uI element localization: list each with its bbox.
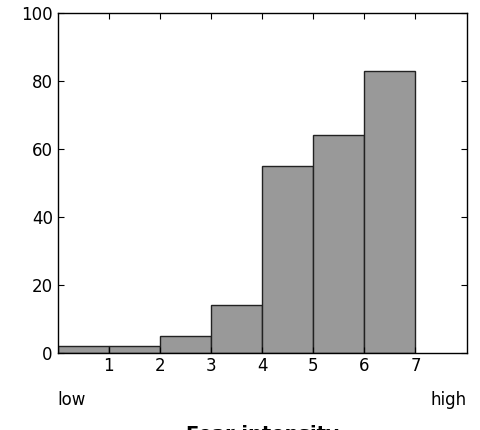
- X-axis label: Fear intensity: Fear intensity: [185, 425, 338, 430]
- Bar: [364, 71, 415, 353]
- Bar: [262, 166, 312, 353]
- Bar: [108, 346, 159, 353]
- Bar: [211, 305, 262, 353]
- Bar: [159, 336, 211, 353]
- Text: low: low: [58, 391, 86, 409]
- Text: high: high: [430, 391, 466, 409]
- Bar: [312, 135, 364, 353]
- Bar: [58, 346, 108, 353]
